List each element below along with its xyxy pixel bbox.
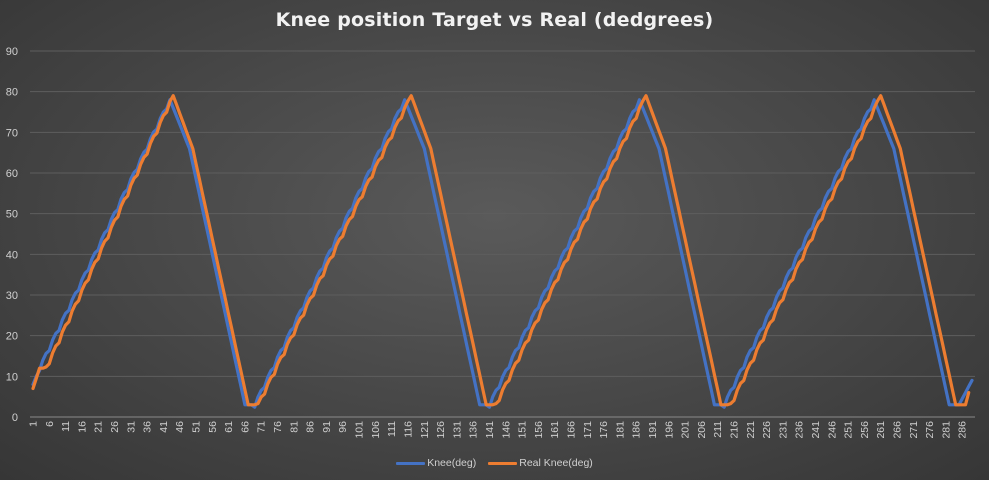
x-tick-label: 281 (940, 421, 952, 439)
chart-title: Knee position Target vs Real (dedgrees) (275, 9, 714, 31)
x-tick-label: 101 (354, 421, 366, 439)
x-tick-label: 21 (93, 421, 105, 433)
legend-label-real-knee: Real Knee(deg) (519, 457, 593, 469)
x-tick-label: 196 (663, 421, 675, 439)
y-tick-label: 30 (6, 290, 18, 302)
x-tick-label: 36 (142, 421, 154, 433)
x-tick-label: 1 (28, 421, 40, 427)
x-tick-label: 211 (712, 421, 724, 438)
x-tick-label: 106 (370, 421, 382, 439)
x-tick-label: 261 (875, 421, 887, 439)
x-tick-label: 136 (468, 421, 480, 439)
x-tick-label: 81 (288, 421, 300, 433)
y-tick-label: 80 (6, 87, 18, 99)
x-tick-label: 146 (500, 421, 512, 439)
x-tick-label: 241 (810, 421, 822, 439)
x-tick-label: 221 (745, 421, 757, 439)
x-tick-label: 91 (321, 421, 333, 433)
x-tick-label: 96 (337, 421, 349, 433)
x-tick-label: 256 (859, 421, 871, 439)
x-tick-label: 51 (191, 421, 203, 433)
x-tick-label: 286 (957, 421, 969, 439)
x-tick-label: 131 (451, 421, 463, 439)
x-tick-label: 66 (239, 421, 251, 433)
legend: Knee(deg) Real Knee(deg) (0, 457, 989, 469)
x-tick-label: 86 (305, 421, 317, 433)
x-tick-label: 156 (533, 421, 545, 439)
x-tick-label: 116 (402, 421, 414, 438)
x-tick-label: 171 (582, 421, 594, 439)
series-lines (31, 94, 974, 409)
x-tick-label: 266 (892, 421, 904, 439)
x-tick-label: 126 (435, 421, 447, 439)
x-tick-label: 186 (631, 421, 643, 439)
y-tick-label: 60 (6, 168, 18, 180)
x-tick-label: 206 (696, 421, 708, 439)
x-tick-label: 191 (647, 421, 659, 439)
x-tick-label: 41 (158, 421, 170, 433)
series-line-0 (31, 98, 974, 409)
x-tick-label: 276 (924, 421, 936, 439)
x-tick-label: 226 (761, 421, 773, 439)
x-tick-label: 216 (728, 421, 740, 439)
x-tick-label: 46 (174, 421, 186, 433)
x-tick-label: 201 (680, 421, 692, 439)
x-tick-label: 71 (256, 421, 268, 433)
x-tick-label: 176 (598, 421, 610, 439)
legend-swatch-real-knee (488, 461, 518, 465)
x-tick-label: 76 (272, 421, 284, 433)
y-tick-label: 0 (12, 412, 18, 424)
x-axis-ticks: 1 6 11 16 21 26 31 36 41 46 51 56 61 66 71 76 81 86 91 96 10… (28, 421, 969, 439)
x-tick-label: 181 (614, 421, 626, 439)
y-tick-label: 90 (6, 46, 18, 58)
x-tick-label: 31 (125, 421, 137, 433)
x-tick-label: 166 (565, 421, 577, 439)
x-tick-label: 11 (60, 421, 72, 432)
x-tick-label: 246 (826, 421, 838, 439)
x-tick-label: 141 (484, 421, 496, 439)
y-tick-label: 10 (6, 371, 18, 383)
y-tick-label: 70 (6, 127, 18, 139)
x-tick-label: 61 (223, 421, 235, 433)
x-tick-label: 111 (386, 421, 398, 437)
x-tick-label: 121 (419, 421, 431, 439)
series-line-1 (31, 94, 971, 407)
x-tick-label: 6 (44, 421, 56, 427)
x-tick-label: 151 (517, 421, 529, 439)
y-axis-ticks: 0 10 20 30 40 50 60 70 80 90 (6, 46, 18, 424)
x-tick-label: 231 (777, 421, 789, 439)
y-tick-label: 20 (6, 331, 18, 343)
legend-label-knee: Knee(deg) (427, 457, 477, 469)
legend-item-real-knee[interactable]: Real Knee(deg) (488, 457, 593, 469)
legend-swatch-knee (396, 461, 426, 465)
x-tick-label: 271 (908, 421, 920, 439)
x-tick-label: 56 (207, 421, 219, 433)
x-tick-label: 251 (843, 421, 855, 439)
x-tick-label: 236 (794, 421, 806, 439)
x-tick-label: 16 (76, 421, 88, 433)
gridlines (30, 50, 975, 418)
x-tick-label: 161 (549, 421, 561, 439)
x-tick-label: 26 (109, 421, 121, 433)
legend-item-knee[interactable]: Knee(deg) (396, 457, 476, 469)
y-tick-label: 40 (6, 249, 18, 261)
y-tick-label: 50 (6, 209, 18, 221)
